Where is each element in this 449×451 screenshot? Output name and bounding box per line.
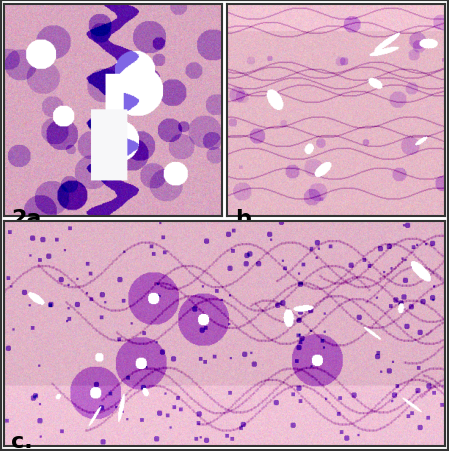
Text: 2a.: 2a. <box>11 208 50 228</box>
Text: c.: c. <box>11 431 33 451</box>
Text: b.: b. <box>235 208 260 228</box>
